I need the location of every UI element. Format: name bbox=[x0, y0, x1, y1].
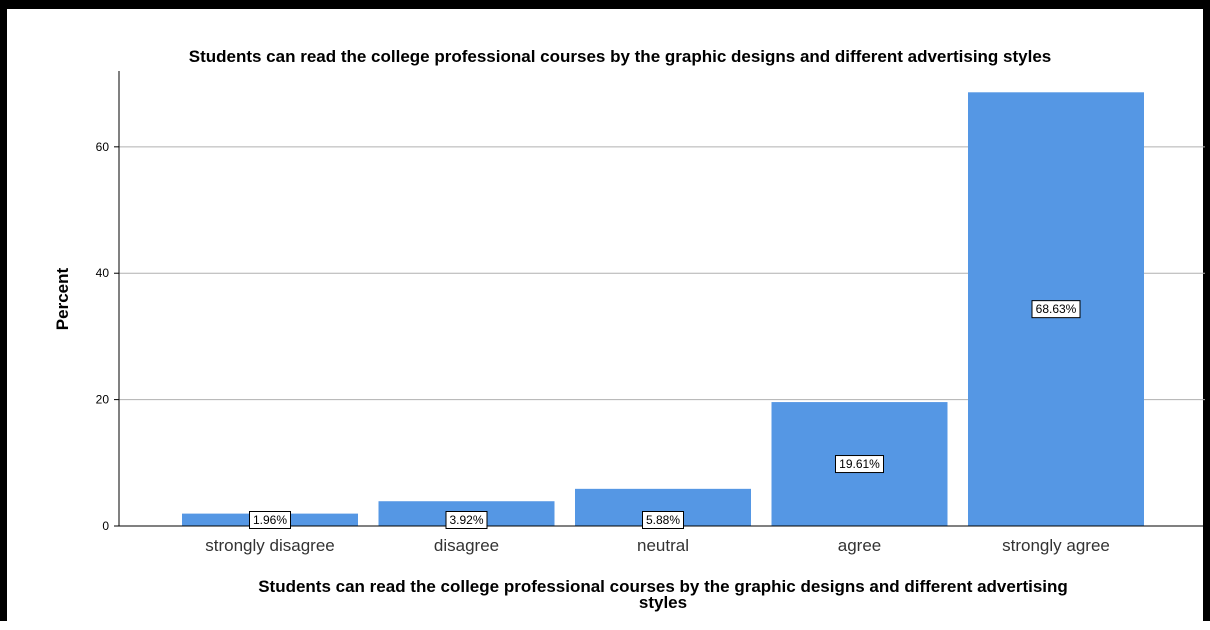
data-label-box bbox=[835, 455, 884, 474]
x-tick-label: strongly disagree bbox=[205, 536, 334, 555]
data-label-box bbox=[1031, 300, 1081, 319]
data-label: 5.88% bbox=[642, 511, 684, 529]
data-label: 1.96% bbox=[249, 511, 291, 529]
y-axis-title: Percent bbox=[53, 267, 72, 330]
data-label-text: 1.96% bbox=[253, 513, 287, 527]
bar-chart: Students can read the college profession… bbox=[53, 47, 1205, 612]
bars bbox=[182, 92, 1144, 527]
data-label-text: 3.92% bbox=[449, 513, 483, 527]
x-tick-label: strongly agree bbox=[1002, 536, 1110, 555]
y-tick-label: 40 bbox=[96, 266, 110, 280]
x-axis-title-line-1: Students can read the college profession… bbox=[258, 577, 1068, 596]
data-label-text: 19.61% bbox=[839, 457, 880, 471]
x-tick-labels: strongly disagree disagree neutral agree str… bbox=[205, 536, 1110, 555]
data-label: 68.63% bbox=[1031, 300, 1081, 319]
data-label-text: 5.88% bbox=[646, 513, 680, 527]
data-labels: 1.96% 3.92% 5.88% 19.61% 68.63% bbox=[249, 300, 1081, 529]
y-tick-label: 0 bbox=[102, 519, 109, 533]
x-tick-label: agree bbox=[838, 536, 881, 555]
x-tick-label: neutral bbox=[637, 536, 689, 555]
data-label-box bbox=[642, 511, 684, 529]
y-tick-label: 60 bbox=[96, 140, 110, 154]
x-tick-label: disagree bbox=[434, 536, 499, 555]
data-label-text: 68.63% bbox=[1036, 302, 1077, 316]
data-label-box bbox=[445, 511, 488, 529]
data-label: 19.61% bbox=[835, 455, 884, 474]
chart-title: Students can read the college profession… bbox=[189, 47, 1052, 66]
x-axis-title-line-2: styles bbox=[639, 593, 687, 612]
data-label-box bbox=[249, 511, 291, 529]
data-label: 3.92% bbox=[445, 511, 488, 529]
y-tick-label: 20 bbox=[96, 393, 110, 407]
y-tick-labels: 0 20 40 60 bbox=[96, 140, 119, 533]
